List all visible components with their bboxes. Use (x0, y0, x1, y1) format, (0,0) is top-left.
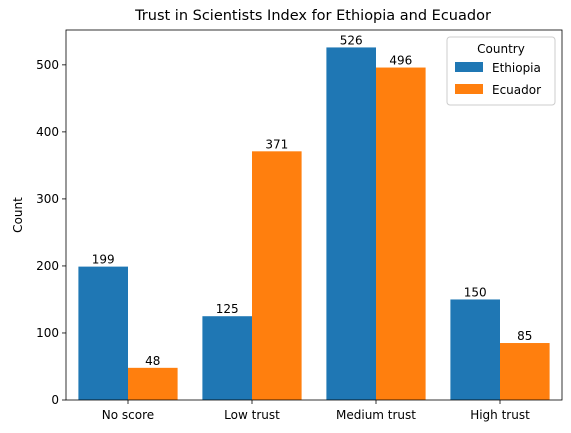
bars-group (78, 47, 550, 401)
bar-ethiopia-medium-trust (326, 47, 376, 401)
bar-ethiopia-low-trust (202, 316, 252, 400)
bar-ethiopia-no-score (78, 266, 128, 400)
y-axis: 0 100 200 300 400 500 (36, 58, 66, 407)
data-labels-group: 199 125 526 150 48 371 496 85 (92, 33, 533, 367)
x-tick-label-high-trust: High trust (470, 408, 530, 422)
x-tick-label-low-trust: Low trust (224, 408, 280, 422)
y-tick-label-300: 300 (36, 192, 59, 206)
bar-ethiopia-high-trust (450, 299, 500, 400)
x-tick-label-medium-trust: Medium trust (336, 408, 416, 422)
data-label-ethiopia-no-score: 199 (92, 253, 115, 267)
legend-swatch-ecuador (455, 84, 483, 94)
data-label-ethiopia-high-trust: 150 (464, 285, 487, 299)
y-tick-label-0: 0 (51, 393, 59, 407)
data-label-ecuador-low-trust: 371 (265, 137, 288, 151)
data-label-ethiopia-low-trust: 125 (216, 302, 239, 316)
legend: Country Ethiopia Ecuador (446, 36, 556, 106)
y-tick-label-400: 400 (36, 125, 59, 139)
y-tick-label-500: 500 (36, 58, 59, 72)
legend-swatch-ethiopia (455, 62, 483, 72)
data-label-ecuador-medium-trust: 496 (389, 54, 412, 68)
x-tick-label-no-score: No score (102, 408, 154, 422)
data-label-ecuador-high-trust: 85 (517, 329, 532, 343)
legend-label-ethiopia: Ethiopia (492, 61, 541, 75)
bar-ecuador-low-trust (252, 151, 302, 400)
bar-ecuador-medium-trust (376, 67, 426, 400)
y-tick-label-100: 100 (36, 326, 59, 340)
data-label-ethiopia-medium-trust: 526 (340, 33, 363, 47)
y-axis-label: Count (11, 197, 25, 233)
bar-ecuador-high-trust (500, 343, 550, 400)
y-tick-label-200: 200 (36, 259, 59, 273)
plot-frame (65, 29, 563, 401)
legend-label-ecuador: Ecuador (492, 83, 541, 97)
bar-ecuador-no-score (128, 367, 178, 400)
data-label-ecuador-no-score: 48 (145, 354, 160, 368)
chart-title: Trust in Scientists Index for Ethiopia a… (134, 8, 491, 24)
legend-title: Country (477, 42, 525, 56)
x-axis: No score Low trust Medium trust High trust (102, 400, 530, 422)
